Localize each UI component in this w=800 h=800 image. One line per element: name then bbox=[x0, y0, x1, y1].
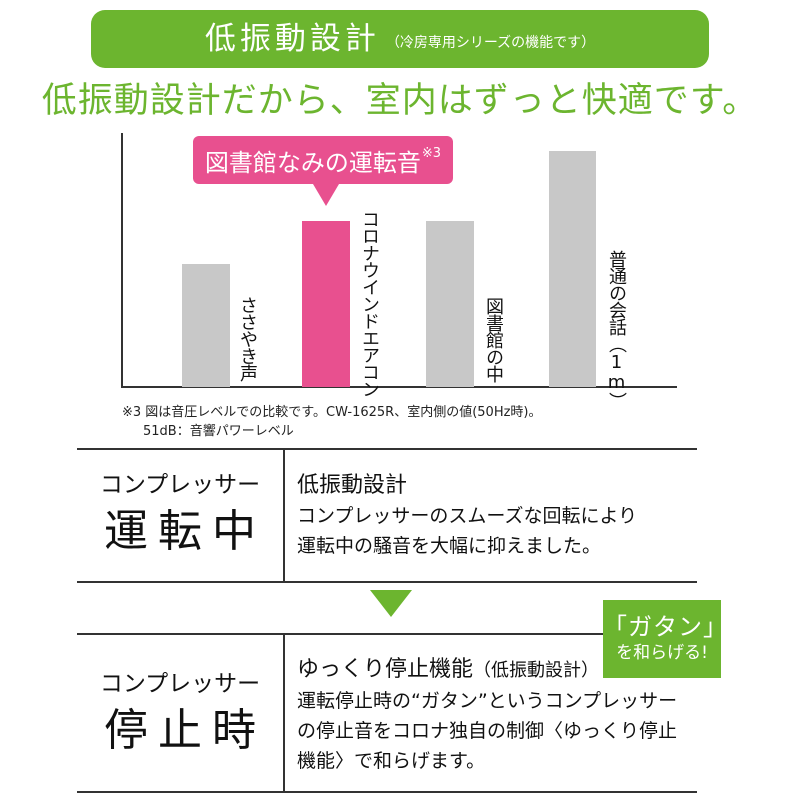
running-description: 低振動設計 コンプレッサーのスムーズな回転により 運転中の騒音を大幅に抑えました… bbox=[297, 471, 637, 561]
gatan-badge: 「ガタン」 を和らげる! bbox=[603, 600, 728, 678]
bar-label: 図書館の中 bbox=[483, 297, 504, 382]
bar-label: ささやき声 bbox=[237, 296, 258, 381]
stopping-description: ゆっくり停止機能（低振動設計） 運転停止時の“ガタン”というコンプレッサー の停… bbox=[297, 655, 677, 776]
running-title: 低振動設計 bbox=[297, 473, 408, 498]
column-divider bbox=[283, 449, 285, 582]
stopping-body-line: 運転停止時の“ガタン”というコンプレッサー bbox=[297, 690, 678, 712]
stopping-label: コンプレッサー 停止時 bbox=[77, 670, 283, 758]
divider bbox=[77, 791, 697, 793]
divider bbox=[77, 581, 697, 583]
stopping-body-line: の停止音をコロナ独自の制御〈ゆっくり停止 bbox=[297, 720, 678, 742]
badge-line-2: を和らげる! bbox=[616, 643, 708, 663]
chart-callout: 図書館なみの運転音 ※3 bbox=[193, 136, 453, 184]
section-banner: 低振動設計 （冷房専用シリーズの機能です） bbox=[91, 10, 709, 68]
running-body-line: コンプレッサーのスムーズな回転により bbox=[297, 505, 638, 527]
callout-text: 図書館なみの運転音 bbox=[204, 148, 421, 177]
running-state: 運転中 bbox=[104, 506, 266, 557]
headline: 低振動設計だから、室内はずっと快適です。 bbox=[41, 81, 759, 121]
divider bbox=[77, 633, 697, 635]
banner-subtitle: （冷房専用シリーズの機能です） bbox=[385, 35, 596, 51]
compressor-label: コンプレッサー bbox=[99, 472, 261, 498]
running-body-line: 運転中の騒音を大幅に抑えました。 bbox=[297, 535, 602, 557]
callout-note: ※3 bbox=[421, 145, 442, 161]
chart-x-axis bbox=[121, 386, 677, 388]
bar-corona-window-aircon bbox=[302, 221, 350, 387]
bar-label: 普通の会話（1m） bbox=[606, 250, 627, 409]
footnote-line-1: ※3 図は音圧レベルでの比較です。CW-1625R、室内側の値(50Hz時)。 bbox=[122, 405, 542, 420]
bar-whisper bbox=[182, 264, 230, 387]
stopping-title: ゆっくり停止機能（低振動設計） bbox=[297, 655, 677, 686]
column-divider bbox=[283, 634, 285, 792]
banner-title: 低振動設計 bbox=[204, 20, 380, 57]
footnote-line-2: 51dB：音響パワーレベル bbox=[143, 424, 294, 439]
running-label: コンプレッサー 運転中 bbox=[77, 471, 283, 559]
stopping-state: 停止時 bbox=[104, 705, 266, 756]
divider bbox=[77, 448, 697, 450]
stopping-body-line: 機能〉で和らげます。 bbox=[297, 750, 486, 772]
chart-y-axis bbox=[121, 133, 123, 388]
callout-pointer bbox=[313, 184, 339, 206]
compressor-label: コンプレッサー bbox=[99, 671, 261, 697]
bar-label: コロナウインドエアコン bbox=[359, 210, 380, 397]
bar-conversation bbox=[549, 151, 596, 387]
bar-library bbox=[426, 221, 474, 387]
badge-line-1: 「ガタン」 bbox=[603, 613, 728, 641]
stopping-title-main: ゆっくり停止機能 bbox=[297, 657, 474, 682]
down-arrow-icon bbox=[370, 590, 412, 617]
stopping-title-suffix: （低振動設計） bbox=[473, 660, 600, 681]
